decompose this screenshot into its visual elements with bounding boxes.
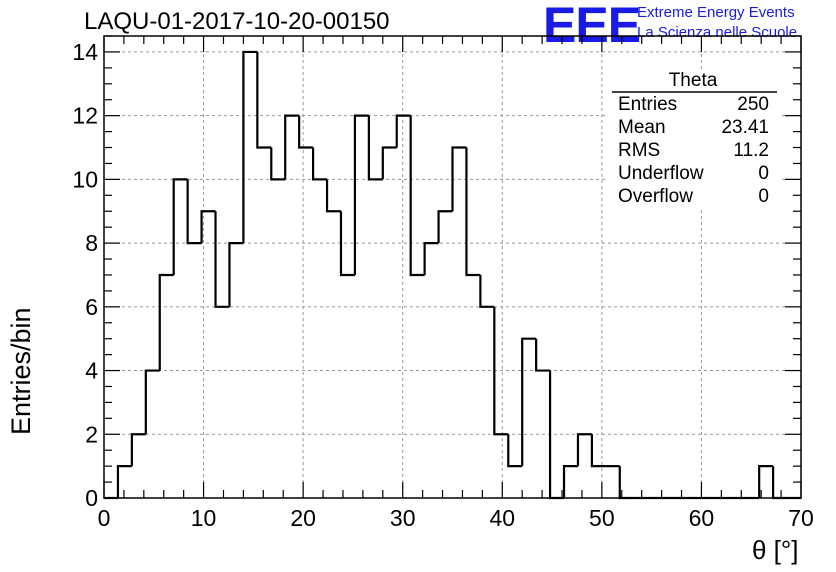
histogram-bin	[158, 273, 174, 371]
histogram-bin	[507, 434, 523, 468]
histogram-bin	[312, 147, 328, 181]
chart-title: LAQU-01-2017-10-20-00150	[84, 8, 390, 35]
histogram-bin	[242, 50, 258, 244]
y-tick-label: 12	[72, 103, 98, 129]
y-tick-label: 0	[85, 485, 98, 511]
eee-logo: EEE	[543, 0, 641, 53]
histogram-bin	[200, 210, 216, 244]
histogram-bin	[409, 115, 425, 277]
x-tick-label: 10	[191, 505, 217, 531]
y-tick-label: 2	[85, 421, 98, 447]
histogram-bin	[493, 306, 509, 436]
stats-label: RMS	[618, 140, 660, 161]
grid	[104, 36, 801, 498]
histogram-bin	[465, 147, 481, 277]
histogram-bin	[186, 179, 202, 245]
stats-background	[608, 70, 782, 210]
plot-frame	[103, 35, 802, 499]
histogram-bin	[562, 465, 578, 498]
stats-value: 23.41	[721, 117, 769, 138]
histogram-bin	[298, 115, 314, 149]
histogram-bin	[772, 466, 788, 500]
stats-value: 11.2	[733, 140, 769, 161]
histogram-bin	[339, 211, 355, 277]
histogram-bin	[270, 147, 286, 181]
x-tick-label: 70	[788, 505, 814, 531]
histogram-bin	[367, 115, 383, 181]
histogram-bin	[437, 210, 453, 244]
y-tick-label: 14	[72, 39, 98, 65]
histogram-bin	[590, 434, 606, 468]
stats-label: Entries	[618, 94, 677, 115]
y-tick-label: 4	[85, 358, 98, 384]
x-tick-label: 50	[589, 505, 615, 531]
stats-label: Overflow	[618, 186, 693, 207]
y-tick-label: 10	[72, 166, 98, 192]
histogram-bin	[116, 465, 132, 498]
histogram-bin	[381, 146, 397, 180]
stats-value: 0	[758, 186, 769, 207]
histogram-bin	[423, 242, 439, 275]
y-tick-label: 8	[85, 230, 98, 256]
histogram-bin	[214, 211, 230, 308]
histogram-bin	[325, 179, 341, 213]
x-tick-label: 30	[390, 505, 416, 531]
stats-box: Theta Entries 250 Mean 23.41 RMS 11.2 Underflow…	[608, 70, 782, 210]
stats-label: Mean	[618, 117, 666, 138]
x-tick-label: 40	[489, 505, 515, 531]
histogram-bin	[451, 146, 467, 212]
stats-value: 250	[737, 94, 769, 115]
histogram-bin	[479, 274, 495, 308]
x-tick-label: 20	[290, 505, 316, 531]
stats-name: Theta	[669, 70, 718, 91]
histogram-bin	[144, 369, 160, 435]
histogram-bin	[228, 242, 244, 307]
histogram-bin	[256, 51, 272, 149]
histogram-bin	[284, 114, 300, 180]
histogram-bin	[130, 433, 146, 467]
logo-line-1: Extreme Energy Events	[637, 4, 795, 21]
histogram-bin	[172, 178, 188, 275]
histogram-bin	[535, 338, 551, 372]
x-tick-label: 60	[689, 505, 715, 531]
stats-value: 0	[758, 163, 769, 184]
histogram-bin	[576, 433, 592, 467]
y-tick-label: 6	[85, 294, 98, 320]
histogram-bin	[521, 337, 537, 467]
histogram-bin	[395, 114, 411, 148]
histogram-bin	[353, 114, 369, 275]
x-tick-label: 0	[98, 505, 111, 531]
stats-label: Underflow	[618, 163, 704, 184]
histogram-bin	[758, 465, 774, 498]
x-axis-label: θ [°]	[752, 535, 799, 565]
